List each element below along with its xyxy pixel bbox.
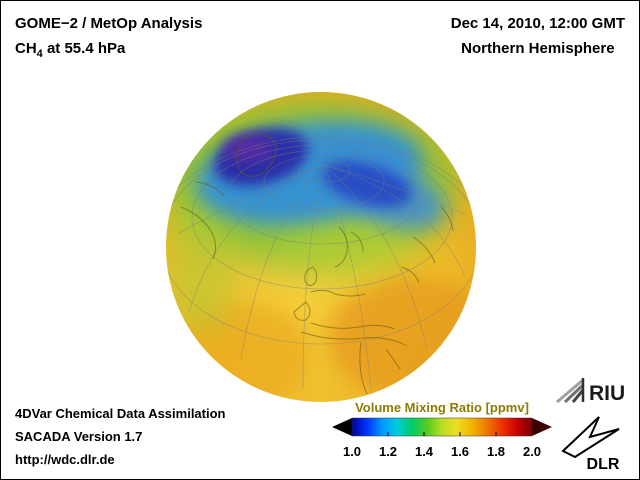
riu-logo: RIU [551,375,629,414]
region-label: Northern Hemisphere [461,40,615,57]
globe-map [161,87,481,407]
footer-credits: 4DVar Chemical Data Assimilation SACADA … [15,402,226,471]
vortex-core-low-ch4 [213,128,412,208]
riu-logo-svg: RIU [556,378,625,405]
species-formula: CH [15,40,37,57]
globe-svg [166,92,476,402]
dlr-logo-text: DLR [587,456,620,471]
tick-label: 2.0 [522,444,542,459]
colorbar-scale [332,417,552,437]
riu-sail-icon [556,378,585,404]
coastlines [180,133,454,395]
species-level-line: CH4 at 55.4 hPa [15,36,202,67]
dlr-arrow-icon [561,416,620,459]
colorbar-left-arrow [332,418,352,436]
colorbar-title: Volume Mixing Ratio [ppmv] [355,400,529,415]
header-left: GOME−2 / MetOp Analysis CH4 at 55.4 hPa [15,11,202,67]
tick-label: 1.8 [486,444,506,459]
analysis-title: GOME−2 / MetOp Analysis [15,15,203,32]
colorbar-gradient [351,417,533,437]
website-url: http://wdc.dlr.de [15,452,115,467]
species-formula-sub: 4 [36,48,43,60]
colorbar-tick-labels: 1.0 1.2 1.4 1.6 1.8 2.0 [331,444,553,460]
version-label: SACADA Version 1.7 [15,429,143,444]
colorbar-tick-marks [387,432,497,436]
dlr-logo: DLR [559,413,625,476]
dlr-logo-svg: DLR [561,416,620,473]
tick-label: 1.6 [450,444,470,459]
assimilation-label: 4DVar Chemical Data Assimilation [15,406,226,421]
colorbar: Volume Mixing Ratio [ppmv] 1.0 1.2 1.4 1… [331,400,553,460]
date-label: Dec 14, 2010, 12:00 GMT [450,15,625,32]
tick-label: 1.4 [414,444,434,459]
colorbar-right-arrow [532,418,552,436]
header-right: Dec 14, 2010, 12:00 GMT Northern Hemisph… [451,11,625,61]
graticule [166,136,476,402]
riu-logo-text: RIU [589,382,625,405]
tick-label: 1.2 [378,444,398,459]
tick-label: 1.0 [342,444,362,459]
pressure-level: at 55.4 hPa [42,40,126,57]
